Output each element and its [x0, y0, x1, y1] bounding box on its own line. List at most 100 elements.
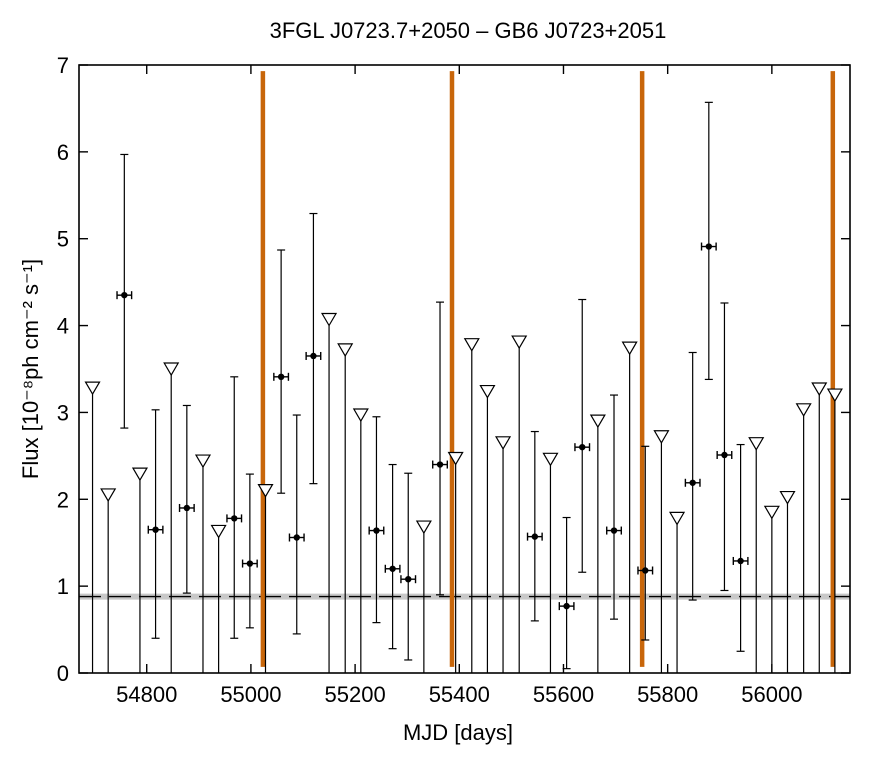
detection-marker — [152, 526, 159, 533]
detection-point — [526, 430, 543, 622]
detection-marker — [721, 451, 728, 459]
upper-limit-marker — [131, 467, 148, 482]
y-tick-label: 6 — [57, 140, 69, 165]
upper-limit-marker — [447, 451, 464, 466]
detection-point — [178, 404, 195, 594]
detection-point — [716, 302, 733, 592]
y-tick-label: 1 — [57, 574, 69, 599]
upper-limit-marker — [748, 437, 765, 451]
detection-point — [226, 376, 243, 639]
upper-limit-marker — [589, 414, 606, 429]
detection-marker — [737, 557, 744, 565]
upper-limit — [763, 505, 780, 673]
upper-limit-marker — [352, 408, 369, 423]
y-tick-label: 0 — [57, 661, 69, 686]
upper-limit — [131, 467, 148, 673]
upper-limit — [352, 408, 369, 673]
detection-point — [574, 298, 591, 573]
detection-marker — [642, 567, 649, 574]
x-tick-label: 55800 — [637, 682, 698, 707]
event-lines — [260, 71, 836, 667]
upper-limit — [826, 388, 843, 673]
detection-point — [637, 445, 654, 641]
upper-limit — [321, 312, 338, 673]
upper-limit-marker — [100, 488, 117, 503]
detection-marker — [389, 565, 396, 572]
detection-marker — [310, 352, 317, 360]
chart-title: 3FGL J0723.7+2050 – GB6 J0723+2051 — [270, 18, 667, 43]
upper-limit — [479, 384, 496, 673]
x-tick-label: 56000 — [741, 682, 802, 707]
detection-marker — [579, 443, 586, 451]
detection-marker — [689, 479, 696, 486]
x-tick-label: 55600 — [533, 682, 594, 707]
upper-limit — [589, 414, 606, 673]
upper-limit-marker — [795, 403, 812, 418]
detection-point — [400, 472, 417, 661]
detection-point — [558, 516, 575, 670]
upper-limit-marker — [415, 520, 432, 535]
detection-point — [606, 394, 623, 620]
detection-marker — [405, 575, 412, 583]
upper-limit — [257, 484, 274, 673]
upper-limit — [779, 490, 796, 673]
detection-point — [305, 212, 322, 485]
detection-point — [684, 351, 701, 601]
detection-point — [241, 473, 258, 629]
detection-point — [432, 301, 449, 596]
y-tick-label: 5 — [57, 227, 69, 252]
upper-limit-marker — [257, 484, 274, 498]
detection-point — [384, 463, 401, 650]
upper-limit — [447, 451, 464, 673]
detection-point — [288, 414, 305, 635]
upper-limit — [811, 382, 828, 673]
upper-limit-marker — [542, 452, 559, 467]
detection-point — [116, 153, 133, 429]
upper-limit-marker — [779, 490, 796, 505]
upper-limit — [337, 343, 354, 673]
detection-marker — [246, 560, 254, 567]
upper-limit-marker — [337, 343, 354, 358]
upper-limit — [463, 338, 480, 673]
detection-marker — [705, 243, 713, 250]
upper-limit-marker — [163, 362, 180, 377]
plot-frame — [78, 64, 851, 674]
upper-limit — [495, 436, 512, 673]
y-axis-label: Flux [10⁻⁸ph cm⁻² s⁻¹] — [18, 259, 43, 479]
detection-marker — [373, 527, 380, 534]
detection-marker — [293, 534, 300, 541]
detection-point — [273, 249, 290, 494]
x-tick-label: 55000 — [220, 682, 281, 707]
upper-limit-marker — [621, 341, 638, 356]
x-tick-label: 54800 — [116, 682, 177, 707]
detection-marker — [436, 461, 444, 468]
upper-limit — [748, 437, 765, 673]
upper-limit-marker — [463, 338, 480, 352]
upper-limit — [194, 454, 212, 673]
x-tick-label: 55200 — [325, 682, 386, 707]
y-tick-label: 4 — [57, 314, 69, 339]
upper-limit — [511, 335, 528, 673]
upper-limit — [795, 403, 812, 673]
detection-marker — [610, 527, 618, 534]
detection-marker — [277, 373, 285, 381]
upper-limit — [542, 452, 559, 673]
detection-point — [368, 416, 385, 624]
axes: 54800 55000 55200 55400 55600 55800 56000 0 1 2 3 4… — [57, 53, 850, 707]
y-tick-label: 7 — [57, 53, 69, 78]
upper-limit-marker — [84, 381, 101, 396]
detection-point — [700, 101, 717, 381]
upper-limit-marker — [194, 454, 212, 469]
upper-limit-marker — [321, 312, 338, 327]
x-axis-label: MJD [days] — [403, 720, 513, 745]
upper-limit-marker — [826, 388, 843, 403]
upper-limit — [669, 511, 686, 673]
upper-limit — [163, 362, 180, 673]
x-tick-label: 55400 — [429, 682, 490, 707]
detection-marker — [563, 602, 570, 610]
upper-limit-marker — [511, 335, 528, 350]
data-points — [84, 101, 843, 673]
detection-marker — [121, 291, 128, 299]
upper-limit-marker — [669, 511, 686, 526]
